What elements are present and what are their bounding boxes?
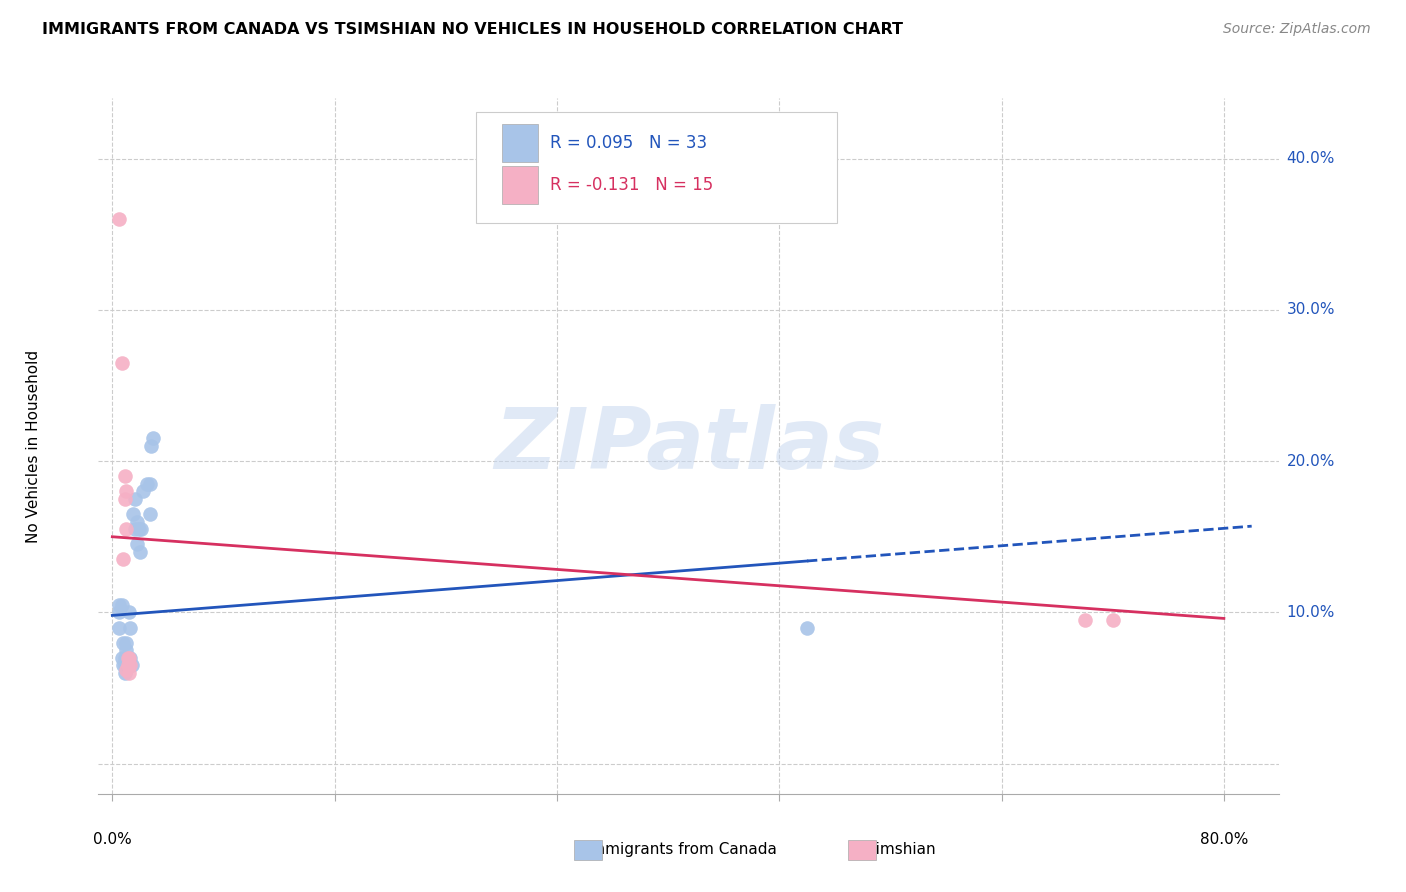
Point — [114, 665, 136, 680]
Text: 20.0%: 20.0% — [1286, 454, 1334, 468]
Point — [1101, 613, 1123, 627]
Point — [114, 469, 136, 483]
Point — [115, 658, 138, 673]
Point — [118, 665, 141, 680]
Point — [139, 507, 162, 521]
Text: 30.0%: 30.0% — [1286, 302, 1334, 318]
Point — [128, 522, 150, 536]
Point — [139, 476, 162, 491]
Point — [136, 476, 159, 491]
Point — [108, 620, 131, 634]
Point — [112, 552, 135, 566]
Point — [108, 598, 131, 612]
Text: Source: ZipAtlas.com: Source: ZipAtlas.com — [1223, 22, 1371, 37]
Point — [124, 522, 146, 536]
Point — [121, 658, 143, 673]
FancyBboxPatch shape — [502, 124, 537, 162]
Point — [120, 658, 142, 673]
Point — [127, 515, 149, 529]
Point — [115, 522, 138, 536]
Point — [115, 643, 138, 657]
Point — [111, 356, 134, 370]
Point — [117, 658, 139, 673]
Point — [115, 663, 138, 677]
Text: IMMIGRANTS FROM CANADA VS TSIMSHIAN NO VEHICLES IN HOUSEHOLD CORRELATION CHART: IMMIGRANTS FROM CANADA VS TSIMSHIAN NO V… — [42, 22, 903, 37]
Point — [114, 650, 136, 665]
Point — [796, 620, 818, 634]
Text: 10.0%: 10.0% — [1286, 605, 1334, 620]
Point — [108, 606, 131, 620]
Point — [118, 606, 141, 620]
Point — [115, 635, 138, 649]
Text: R = -0.131   N = 15: R = -0.131 N = 15 — [550, 176, 713, 194]
Text: Tsimshian: Tsimshian — [851, 842, 935, 856]
Text: 80.0%: 80.0% — [1199, 831, 1249, 847]
Point — [108, 212, 131, 227]
Text: 40.0%: 40.0% — [1286, 151, 1334, 166]
Point — [1074, 613, 1097, 627]
Point — [122, 507, 145, 521]
Point — [124, 491, 146, 506]
Point — [112, 658, 135, 673]
Text: R = 0.095   N = 33: R = 0.095 N = 33 — [550, 135, 707, 153]
Point — [142, 432, 165, 446]
Point — [120, 650, 142, 665]
Text: Immigrants from Canada: Immigrants from Canada — [576, 842, 778, 856]
Text: ZIPatlas: ZIPatlas — [494, 404, 884, 488]
Text: 0.0%: 0.0% — [93, 831, 132, 847]
Text: No Vehicles in Household: No Vehicles in Household — [25, 350, 41, 542]
Point — [118, 650, 141, 665]
Point — [129, 545, 152, 559]
FancyBboxPatch shape — [502, 166, 537, 204]
Point — [120, 620, 142, 634]
Point — [117, 650, 139, 665]
Point — [127, 537, 149, 551]
Point — [132, 484, 155, 499]
Point — [117, 658, 139, 673]
Point — [131, 522, 153, 536]
Point — [114, 491, 136, 506]
Point — [112, 635, 135, 649]
Point — [141, 439, 163, 453]
Point — [114, 658, 136, 673]
Point — [111, 650, 134, 665]
Point — [115, 484, 138, 499]
Point — [111, 598, 134, 612]
FancyBboxPatch shape — [477, 112, 837, 223]
